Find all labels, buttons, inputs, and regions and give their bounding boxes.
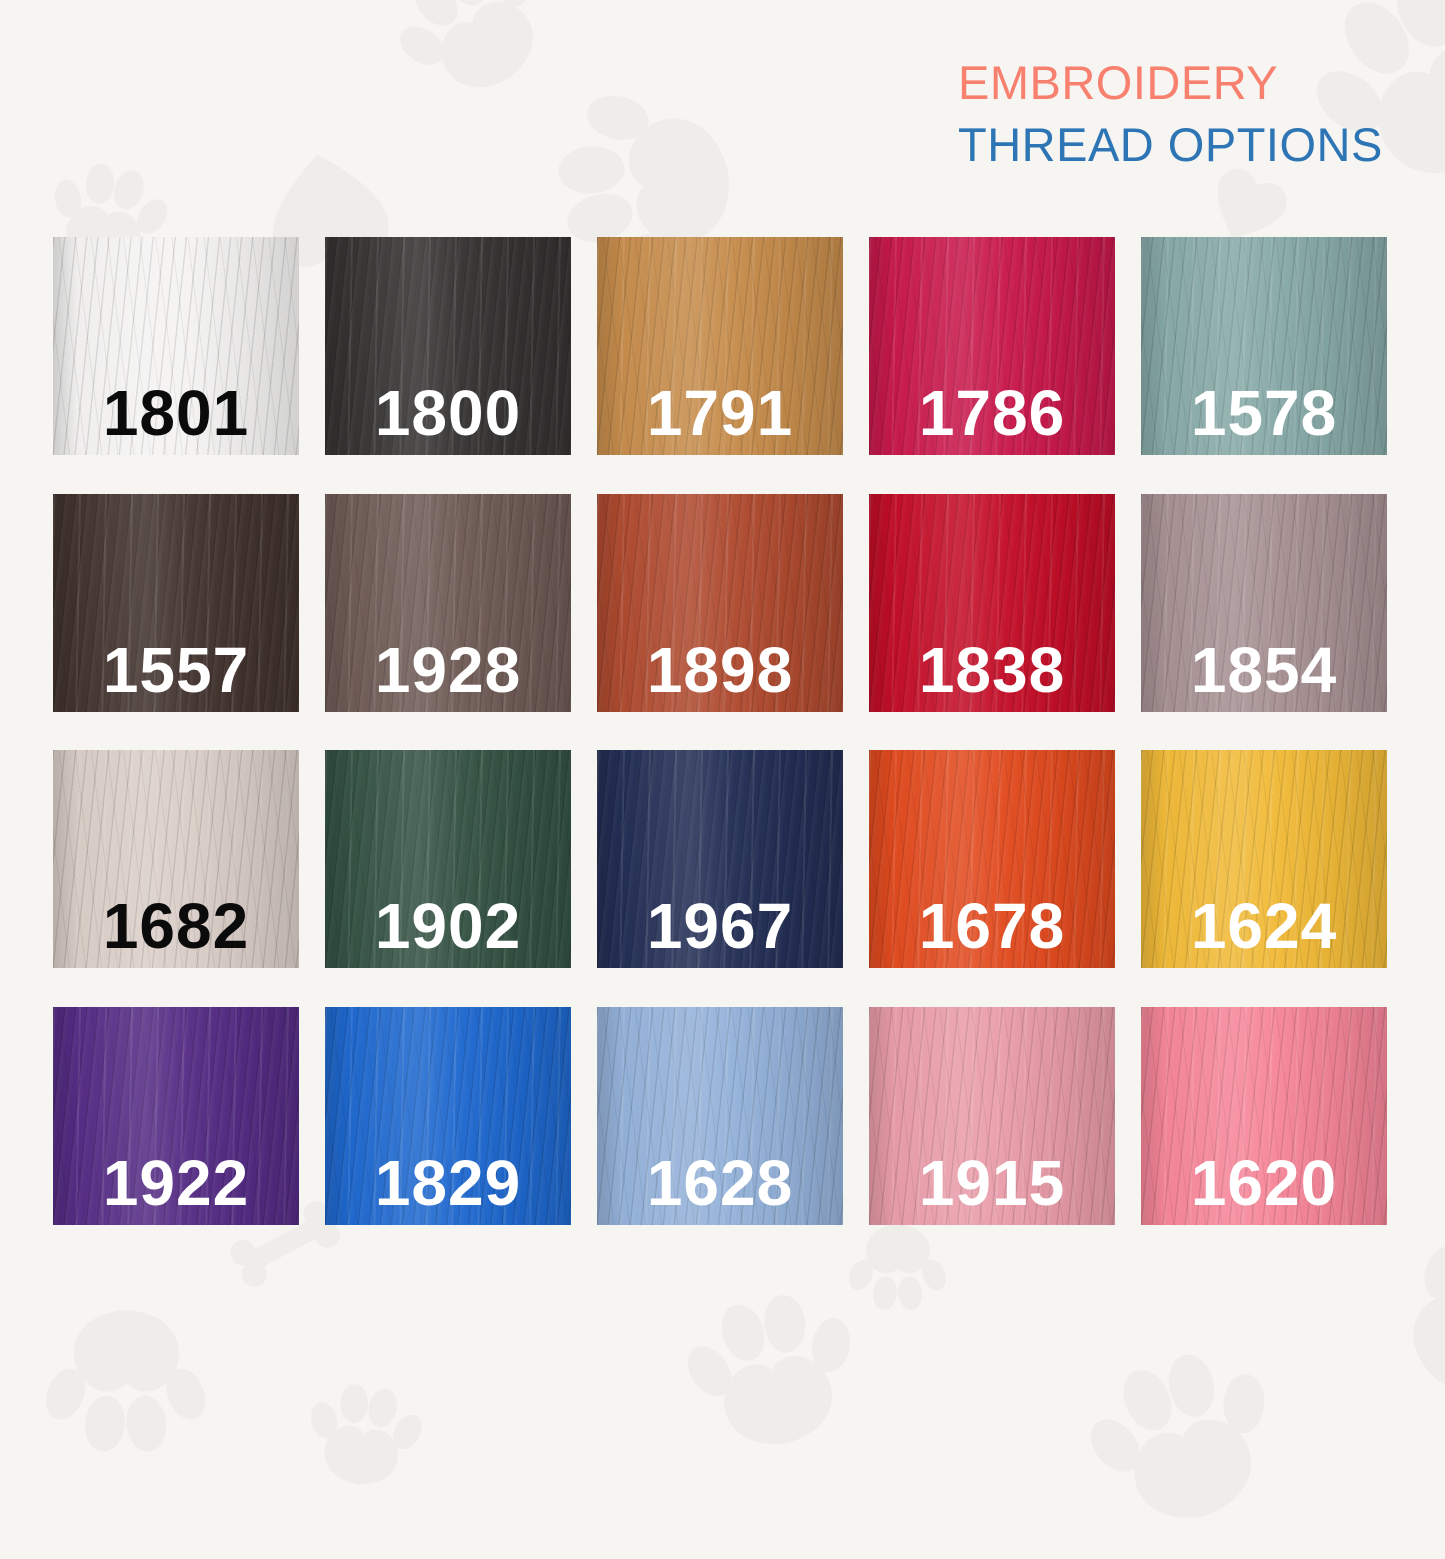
thread-code: 1928 (374, 633, 522, 706)
thread-code: 1624 (1190, 890, 1338, 963)
thread-code: 1578 (1190, 377, 1338, 449)
title-line-thread-options: THREAD OPTIONS (958, 118, 1383, 171)
paw-print-icon (298, 1373, 429, 1503)
paw-print-icon (672, 1274, 874, 1476)
thread-swatch: 1578 (1141, 237, 1387, 455)
thread-swatch: 1898 (597, 493, 843, 712)
thread-code: 1854 (1190, 633, 1338, 706)
thread-swatch: 1915 (869, 1006, 1115, 1225)
thread-grid: 1801 1800 1791 1786 1578 1557 1928 1898 … (53, 237, 1387, 1225)
infographic-canvas: { "page": { "background": "#F6F5F2" }, "… (37, 0, 1445, 1545)
thread-code: 1898 (646, 633, 794, 706)
thread-swatch: 1628 (597, 1006, 843, 1225)
thread-swatch: 1854 (1141, 493, 1387, 712)
thread-swatch: 1791 (597, 237, 843, 455)
thread-code: 1902 (374, 890, 522, 963)
thread-code: 1682 (102, 890, 250, 963)
thread-swatch: 1928 (325, 493, 571, 712)
thread-code: 1628 (646, 1146, 794, 1219)
thread-code: 1800 (374, 377, 522, 449)
paw-print-icon (1067, 1326, 1302, 1559)
thread-code: 1801 (102, 377, 250, 449)
paw-print-icon (44, 1295, 209, 1460)
thread-swatch: 1786 (869, 237, 1115, 455)
thread-swatch: 1557 (53, 493, 299, 712)
thread-code: 1557 (102, 633, 250, 706)
thread-code: 1786 (918, 377, 1066, 449)
thread-swatch: 1829 (325, 1006, 571, 1225)
title-line-embroidery: EMBROIDERY (958, 56, 1279, 109)
thread-code: 1620 (1190, 1146, 1338, 1219)
thread-swatch: 1801 (53, 237, 299, 455)
thread-swatch: 1800 (325, 237, 571, 455)
thread-swatch: 1620 (1141, 1006, 1387, 1225)
thread-code: 1915 (918, 1146, 1066, 1219)
thread-code: 1838 (918, 633, 1066, 706)
thread-swatch: 1838 (869, 493, 1115, 712)
thread-swatch: 1624 (1141, 750, 1387, 969)
thread-code: 1922 (102, 1146, 250, 1219)
thread-swatch: 1967 (597, 750, 843, 969)
thread-swatch: 1922 (53, 1006, 299, 1225)
thread-code: 1829 (374, 1146, 522, 1219)
thread-code: 1967 (646, 890, 794, 963)
paw-print-icon (1360, 1205, 1445, 1445)
page-title: EMBROIDERY THREAD OPTIONS (958, 52, 1383, 176)
paw-print-icon (848, 1215, 948, 1315)
thread-swatch: 1902 (325, 750, 571, 969)
thread-code: 1678 (918, 890, 1066, 963)
thread-swatch: 1678 (869, 750, 1115, 969)
thread-swatch: 1682 (53, 750, 299, 969)
thread-code: 1791 (646, 377, 794, 449)
